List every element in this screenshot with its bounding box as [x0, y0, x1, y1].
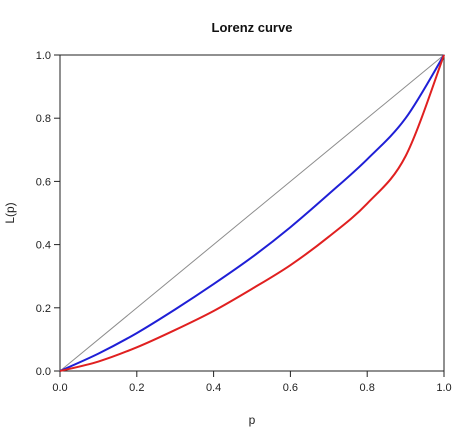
y-tick-label: 0.4 — [36, 240, 51, 252]
equality-line — [59, 54, 445, 372]
x-tick-label: 0.2 — [129, 382, 144, 394]
y-axis: 0.0 0.2 0.4 0.6 0.8 1.0 — [36, 50, 60, 378]
x-tick-label: 0.8 — [360, 382, 375, 394]
y-tick-label: 0.8 — [36, 113, 51, 125]
y-tick-label: 0.0 — [36, 366, 51, 378]
lorenz-curve-blue — [59, 54, 445, 372]
plot-frame — [59, 54, 445, 372]
chart-title: Lorenz curve — [212, 20, 293, 35]
y-tick-label: 0.6 — [36, 176, 51, 188]
x-tick-label: 0.6 — [283, 382, 298, 394]
x-tick-label: 0.4 — [206, 382, 221, 394]
series-layer — [59, 54, 445, 372]
y-tick-label: 0.2 — [36, 303, 51, 315]
x-tick-label: 0.0 — [52, 382, 67, 394]
y-axis-label: L(p) — [3, 202, 17, 223]
x-axis: 0.0 0.2 0.4 0.6 0.8 1.0 — [52, 371, 452, 394]
y-tick-label: 1.0 — [36, 50, 51, 62]
x-tick-label: 1.0 — [436, 382, 451, 394]
lorenz-curve-red — [59, 54, 445, 372]
x-axis-label: p — [249, 413, 256, 427]
